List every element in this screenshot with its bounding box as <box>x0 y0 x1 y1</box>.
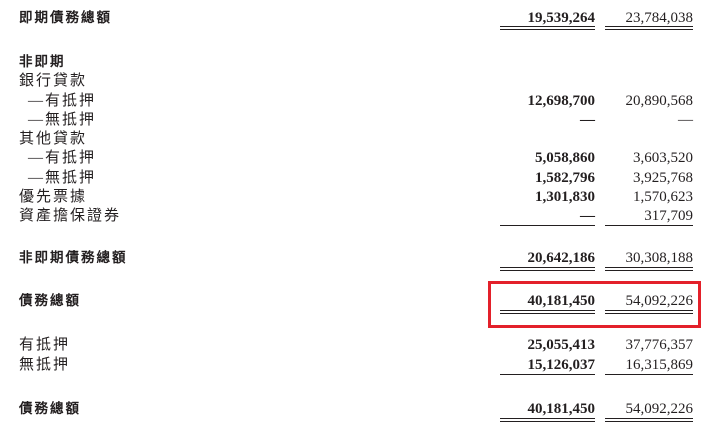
value-prior-year: 30,308,188 <box>625 250 694 266</box>
value-current-year: 12,698,700 <box>527 93 596 109</box>
double-underline <box>605 310 693 314</box>
section-heading-non-current: 非即期 <box>0 52 715 72</box>
row-label: 即期債務總額 <box>19 10 112 26</box>
value-current-year: 25,055,413 <box>527 337 596 353</box>
row-label: 優先票據 <box>19 189 88 205</box>
single-underline <box>500 225 595 226</box>
value-prior-year: 3,603,520 <box>633 150 693 166</box>
double-underline <box>500 26 595 30</box>
double-underline <box>605 418 693 422</box>
senior-notes-row: 優先票據 1,301,830 1,570,623 <box>0 187 715 207</box>
single-underline <box>605 374 693 375</box>
value-current-year: 19,539,264 <box>527 10 596 26</box>
value-current-year: 1,582,796 <box>535 170 595 186</box>
other-loans-heading: 其他貸款 <box>0 129 715 149</box>
double-underline <box>500 418 595 422</box>
value-prior-year: 54,092,226 <box>625 293 694 309</box>
double-underline <box>605 267 693 271</box>
row-label: 非即期 <box>19 54 66 70</box>
row-label: 其他貸款 <box>19 131 88 147</box>
single-underline <box>605 225 693 226</box>
grand-total-debt-row: 債務總額 40,181,450 54,092,226 <box>0 399 715 419</box>
value-current-year: 40,181,450 <box>527 401 596 417</box>
row-label: 銀行貸款 <box>19 73 88 89</box>
row-label: —無抵押 <box>28 170 97 186</box>
double-underline <box>500 267 595 271</box>
asset-backed-securities-row: 資產擔保證券 — 317,709 <box>0 206 715 226</box>
unsecured-row: 無抵押 15,126,037 16,315,869 <box>0 355 715 375</box>
value-prior-year: 20,890,568 <box>625 93 694 109</box>
double-underline <box>605 26 693 30</box>
value-current-year: — <box>580 208 595 224</box>
value-current-year: 15,126,037 <box>527 357 596 373</box>
row-label: 債務總額 <box>19 293 81 309</box>
value-prior-year: — <box>678 112 693 128</box>
red-highlight-box <box>488 281 701 328</box>
single-underline <box>500 374 595 375</box>
row-label: —無抵押 <box>28 112 97 128</box>
other-loans-secured-row: —有抵押 5,058,860 3,603,520 <box>0 148 715 168</box>
row-label: 非即期債務總額 <box>19 250 128 266</box>
row-label: —有抵押 <box>28 93 97 109</box>
value-current-year: 20,642,186 <box>527 250 596 266</box>
value-prior-year: 16,315,869 <box>625 357 694 373</box>
row-label: 有抵押 <box>19 337 71 353</box>
value-current-year: — <box>580 112 595 128</box>
value-prior-year: 37,776,357 <box>625 337 694 353</box>
bank-loans-heading: 銀行貸款 <box>0 71 715 91</box>
secured-row: 有抵押 25,055,413 37,776,357 <box>0 335 715 355</box>
value-prior-year: 3,925,768 <box>633 170 693 186</box>
value-current-year: 40,181,450 <box>527 293 596 309</box>
value-current-year: 5,058,860 <box>535 150 595 166</box>
current-debt-total-row: 即期債務總額 19,539,264 23,784,038 <box>0 8 715 28</box>
bank-loans-unsecured-row: —無抵押 — — <box>0 110 715 130</box>
row-label: —有抵押 <box>28 150 97 166</box>
value-prior-year: 23,784,038 <box>625 10 694 26</box>
row-label: 債務總額 <box>19 401 81 417</box>
value-prior-year: 54,092,226 <box>625 401 694 417</box>
value-current-year: 1,301,830 <box>535 189 595 205</box>
total-debt-row: 債務總額 40,181,450 54,092,226 <box>0 291 715 311</box>
bank-loans-secured-row: —有抵押 12,698,700 20,890,568 <box>0 91 715 111</box>
double-underline <box>500 310 595 314</box>
row-label: 無抵押 <box>19 357 71 373</box>
non-current-debt-total-row: 非即期債務總額 20,642,186 30,308,188 <box>0 248 715 268</box>
value-prior-year: 1,570,623 <box>633 189 693 205</box>
value-prior-year: 317,709 <box>644 208 693 224</box>
other-loans-unsecured-row: —無抵押 1,582,796 3,925,768 <box>0 168 715 188</box>
row-label: 資產擔保證券 <box>19 208 122 224</box>
